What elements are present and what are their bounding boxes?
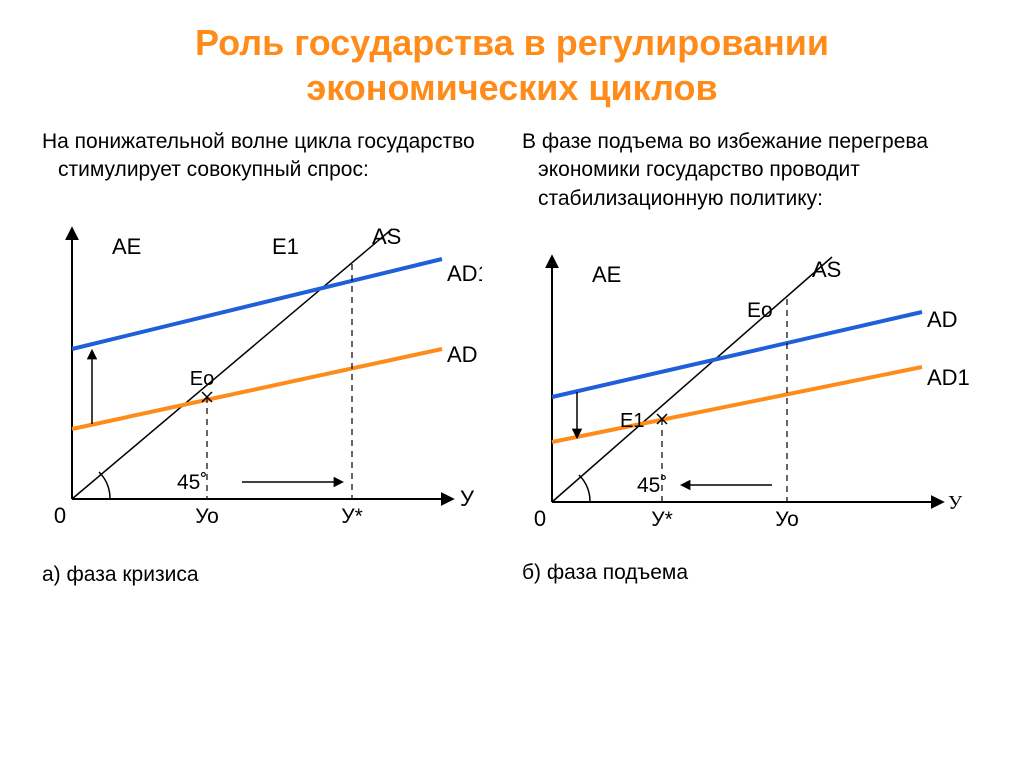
right-chart-svg: АЕ АS Ео AD AD1 Е1 45˚ У 0 У* Уо [522, 227, 972, 547]
svg-text:АЕ: АЕ [112, 234, 141, 259]
svg-text:AD: AD [447, 342, 478, 367]
svg-text:Уо: Уо [775, 508, 799, 531]
right-description: В фазе подъема во избежание перегрева эк… [522, 128, 982, 213]
svg-text:Е1: Е1 [272, 234, 299, 259]
svg-text:0: 0 [534, 506, 546, 531]
title-line2: экономических циклов [306, 67, 717, 108]
right-chart: АЕ АS Ео AD AD1 Е1 45˚ У 0 У* Уо [522, 227, 982, 547]
title-line1: Роль государства в регулировании [195, 22, 829, 63]
left-chart-svg: АЕ Е1 АS AD1 AD Ео 45˚ У 0 Уо У* [42, 199, 482, 549]
left-caption: а) фаза кризиса [42, 563, 502, 587]
svg-text:АЕ: АЕ [592, 262, 621, 287]
right-caption: б) фаза подъема [522, 561, 982, 585]
left-column: На понижательной волне цикла государство… [42, 128, 502, 587]
svg-text:0: 0 [54, 503, 66, 528]
svg-text:АS: АS [372, 224, 401, 249]
left-chart: АЕ Е1 АS AD1 AD Ео 45˚ У 0 Уо У* [42, 199, 502, 549]
columns: На понижательной волне цикла государство… [0, 110, 1024, 587]
svg-text:Уо: Уо [195, 505, 219, 528]
page-title: Роль государства в регулировании экономи… [0, 0, 1024, 110]
svg-text:Е1: Е1 [620, 410, 644, 432]
svg-text:У: У [948, 492, 963, 514]
svg-text:У: У [460, 486, 475, 511]
svg-text:У*: У* [651, 508, 673, 531]
svg-text:У*: У* [341, 505, 363, 528]
svg-text:AD: AD [927, 307, 958, 332]
svg-text:Ео: Ео [190, 368, 214, 390]
svg-text:45˚: 45˚ [637, 474, 667, 497]
right-column: В фазе подъема во избежание перегрева эк… [522, 128, 982, 587]
svg-text:45˚: 45˚ [177, 471, 207, 494]
svg-text:AD1: AD1 [927, 365, 970, 390]
left-description: На понижательной волне цикла государство… [42, 128, 502, 185]
svg-text:AD1: AD1 [447, 261, 482, 286]
svg-text:АS: АS [812, 257, 841, 282]
svg-text:Ео: Ео [747, 299, 773, 322]
